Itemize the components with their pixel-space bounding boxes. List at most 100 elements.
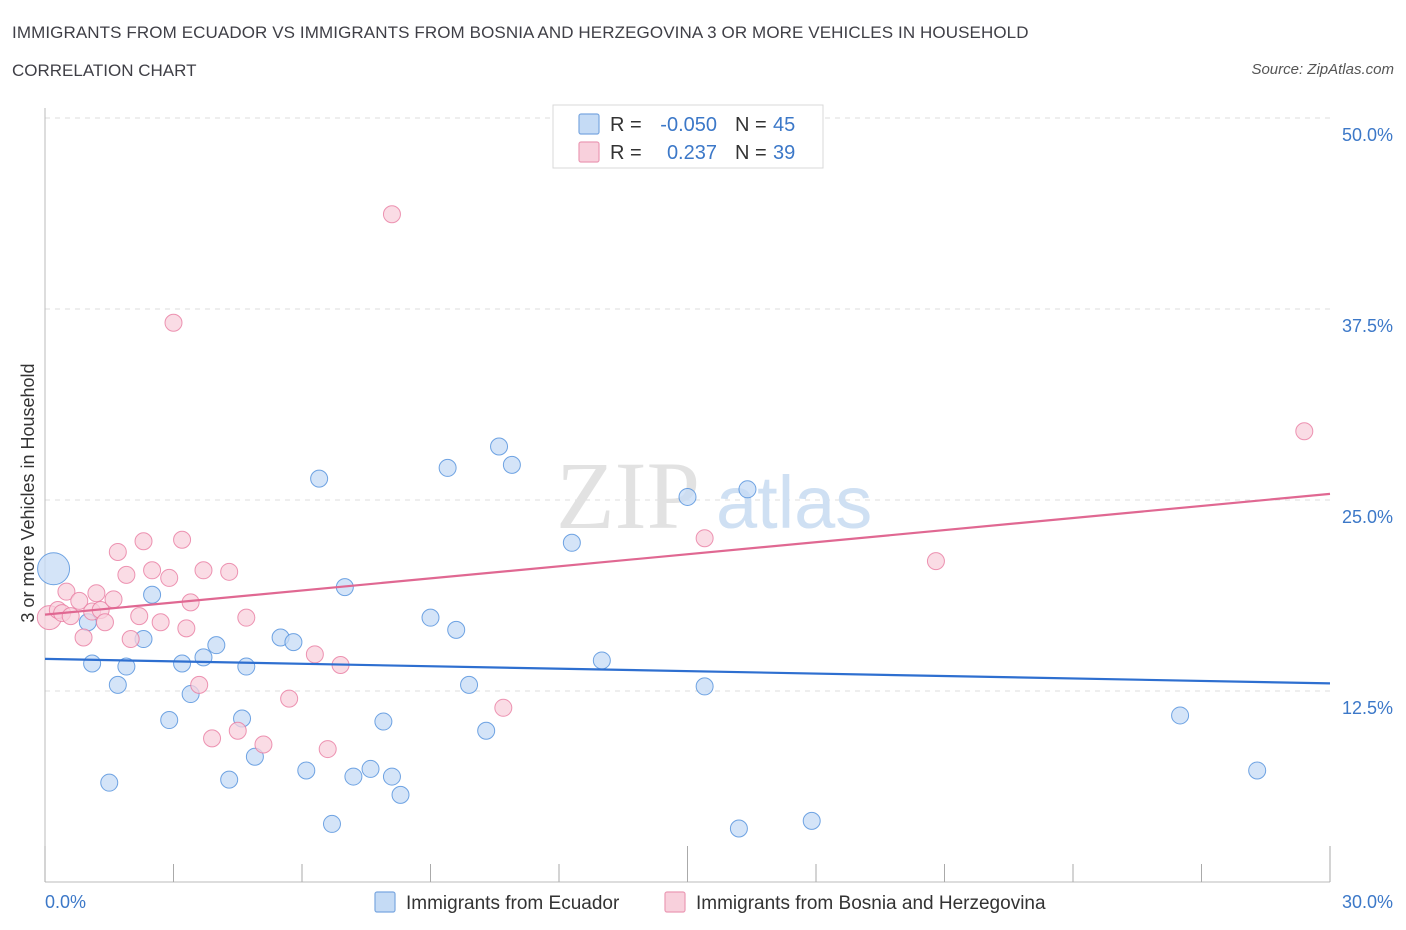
legend-r-label-bosnia: R = bbox=[610, 142, 642, 164]
point-series-1-31 bbox=[280, 689, 299, 708]
x-tick-label-min: 0.0% bbox=[45, 892, 86, 912]
point-series-1-4 bbox=[61, 607, 80, 626]
point-series-0-25 bbox=[374, 712, 393, 731]
trend-line-series-0 bbox=[44, 657, 1331, 685]
point-series-0-34 bbox=[502, 455, 521, 474]
legend-r-value-bosnia: 0.237 bbox=[667, 142, 717, 164]
point-series-1-5 bbox=[70, 591, 89, 610]
y-tick-labels: 12.5% 25.0% 37.5% 50.0% bbox=[1342, 125, 1393, 718]
trend-lines bbox=[44, 492, 1331, 685]
point-series-1-13 bbox=[117, 565, 136, 584]
series-legend: Immigrants from Ecuador Immigrants from … bbox=[374, 891, 1046, 914]
point-series-0-18 bbox=[284, 633, 303, 652]
point-series-0-24 bbox=[361, 759, 380, 778]
y-tick-label-3: 50.0% bbox=[1342, 125, 1393, 145]
series-legend-label-bosnia: Immigrants from Bosnia and Herzegovina bbox=[696, 893, 1046, 914]
gridlines bbox=[45, 117, 1330, 692]
point-series-1-22 bbox=[177, 619, 196, 638]
stats-legend: R = -0.050 N = 45 R = 0.237 N = 39 bbox=[552, 104, 824, 169]
point-series-1-3 bbox=[57, 582, 76, 601]
point-series-1-15 bbox=[130, 607, 149, 626]
point-series-1-24 bbox=[190, 675, 209, 694]
point-series-0-43 bbox=[1248, 761, 1267, 780]
legend-n-value-ecuador: 45 bbox=[773, 114, 795, 136]
point-series-0-37 bbox=[678, 487, 697, 506]
x-tick-label-max: 30.0% bbox=[1342, 892, 1393, 912]
point-series-1-21 bbox=[173, 530, 192, 549]
point-series-1-29 bbox=[237, 608, 256, 627]
point-series-1-16 bbox=[134, 532, 153, 551]
legend-n-label-ecuador: N = bbox=[735, 114, 767, 136]
point-series-1-30 bbox=[254, 735, 273, 754]
chart-title: IMMIGRANTS FROM ECUADOR VS IMMIGRANTS FR… bbox=[12, 23, 1029, 42]
point-series-0-39 bbox=[729, 819, 748, 838]
y-tick-label-0: 12.5% bbox=[1342, 698, 1393, 718]
point-series-0-15 bbox=[245, 747, 264, 766]
series-legend-swatch-ecuador bbox=[374, 891, 396, 913]
point-series-0-3 bbox=[100, 773, 119, 792]
legend-n-value-bosnia: 39 bbox=[773, 142, 795, 164]
legend-swatch-bosnia bbox=[578, 141, 600, 163]
point-series-0-38 bbox=[695, 677, 714, 696]
point-series-0-41 bbox=[802, 811, 821, 830]
point-series-1-33 bbox=[318, 740, 337, 759]
point-series-0-12 bbox=[207, 636, 226, 655]
point-series-1-20 bbox=[164, 313, 183, 332]
point-series-0-11 bbox=[194, 648, 213, 667]
point-series-1-12 bbox=[108, 542, 127, 561]
axes bbox=[44, 108, 1331, 883]
watermark-zip: ZIP bbox=[556, 442, 700, 549]
point-series-0-31 bbox=[460, 675, 479, 694]
trend-line-series-1 bbox=[44, 492, 1331, 616]
point-series-0-32 bbox=[477, 721, 496, 740]
series-legend-label-ecuador: Immigrants from Ecuador bbox=[406, 893, 620, 914]
watermark-atlas: atlas bbox=[716, 461, 872, 544]
point-series-1-28 bbox=[228, 721, 247, 740]
x-tick-labels: 0.0% 30.0% bbox=[45, 892, 1393, 912]
point-series-0-33 bbox=[490, 437, 509, 456]
watermark: ZIP atlas bbox=[556, 442, 872, 549]
point-series-1-38 bbox=[926, 552, 945, 571]
point-series-0-5 bbox=[117, 657, 136, 676]
point-series-0-9 bbox=[173, 654, 192, 673]
point-series-0-35 bbox=[562, 533, 581, 552]
point-series-1-10 bbox=[95, 613, 114, 632]
point-series-0-16 bbox=[237, 657, 256, 676]
point-series-1-14 bbox=[121, 630, 140, 649]
point-series-0-4 bbox=[108, 675, 127, 694]
point-series-1-19 bbox=[160, 568, 179, 587]
legend-r-label-ecuador: R = bbox=[610, 114, 642, 136]
point-series-0-42 bbox=[1171, 706, 1190, 725]
point-series-1-35 bbox=[382, 205, 401, 224]
point-series-0-40 bbox=[738, 480, 757, 499]
y-tick-label-1: 25.0% bbox=[1342, 507, 1393, 527]
point-series-1-37 bbox=[695, 529, 714, 548]
point-series-1-26 bbox=[203, 729, 222, 748]
point-series-0-2 bbox=[83, 654, 102, 673]
point-series-0-13 bbox=[220, 770, 239, 789]
legend-r-value-ecuador: -0.050 bbox=[660, 114, 717, 136]
point-series-1-6 bbox=[74, 628, 93, 647]
point-series-0-20 bbox=[310, 469, 329, 488]
point-series-1-11 bbox=[104, 590, 123, 609]
point-series-1-32 bbox=[305, 645, 324, 664]
point-series-0-30 bbox=[447, 620, 466, 639]
chart-subtitle: CORRELATION CHART bbox=[12, 61, 197, 80]
point-series-0-28 bbox=[421, 608, 440, 627]
point-series-1-17 bbox=[143, 561, 162, 580]
point-series-0-26 bbox=[382, 767, 401, 786]
point-series-0-21 bbox=[322, 814, 341, 833]
legend-n-label-bosnia: N = bbox=[735, 142, 767, 164]
point-series-0-27 bbox=[391, 785, 410, 804]
point-series-1-8 bbox=[87, 584, 106, 603]
legend-swatch-ecuador bbox=[578, 113, 600, 135]
point-series-1-27 bbox=[220, 562, 239, 581]
source-label: Source: ZipAtlas.com bbox=[1251, 61, 1394, 78]
point-series-1-36 bbox=[494, 698, 513, 717]
point-series-0-36 bbox=[592, 651, 611, 670]
point-series-1-18 bbox=[151, 613, 170, 632]
point-series-0-8 bbox=[160, 711, 179, 730]
point-series-1-39 bbox=[1295, 422, 1314, 441]
y-tick-label-2: 37.5% bbox=[1342, 316, 1393, 336]
